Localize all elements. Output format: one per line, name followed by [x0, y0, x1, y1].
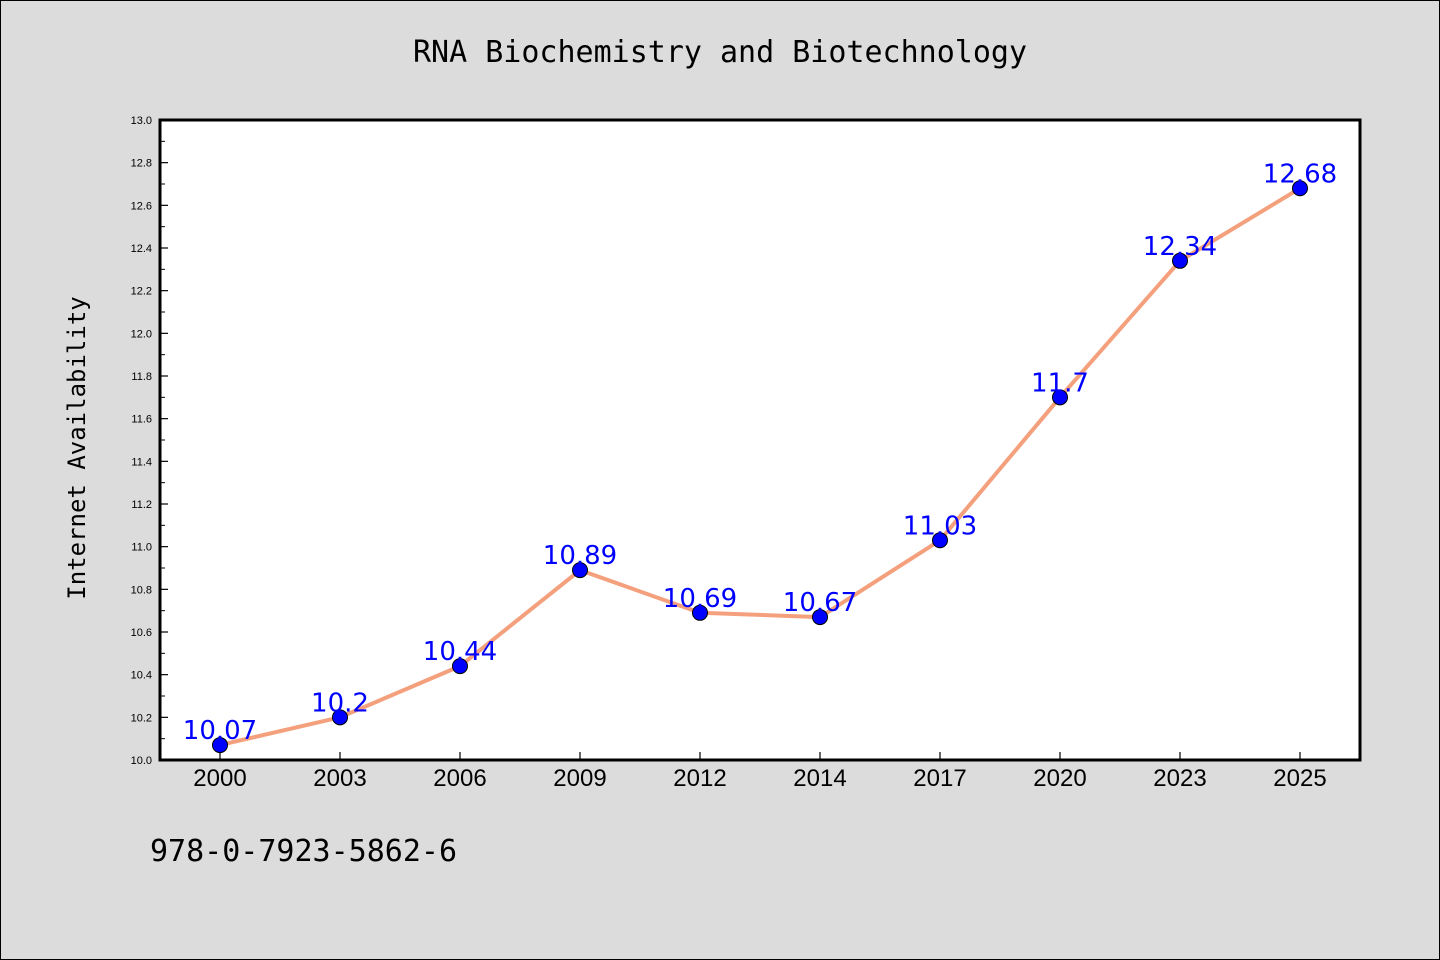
data-point [212, 737, 228, 754]
y-tick-label: 10.8 [131, 584, 152, 596]
x-tick-label: 2025 [1273, 765, 1326, 792]
x-tick-label: 2014 [793, 765, 846, 792]
x-axis: 2000 2003 2006 2009 2012 2014 2017 2020 2023 2025 [193, 752, 1327, 792]
data-label: 11.03 [903, 511, 977, 541]
data-point [692, 604, 708, 621]
y-tick-label: 12.4 [131, 243, 152, 255]
x-tick-label: 2009 [553, 765, 606, 792]
x-tick-label: 2023 [1153, 765, 1206, 792]
y-tick-label: 12.2 [131, 286, 152, 298]
data-point [452, 658, 468, 675]
series-layer: 10.07 10.2 10.44 10.89 10.69 10.67 11.03 11.7 12… [183, 159, 1337, 754]
y-tick-label: 10.6 [131, 627, 152, 639]
data-point [1292, 180, 1308, 197]
x-tick-label: 2006 [433, 765, 486, 792]
x-tick-label: 2017 [913, 765, 966, 792]
y-tick-label: 13.0 [131, 115, 152, 127]
y-tick-label: 11.8 [131, 371, 152, 383]
x-tick-label: 2000 [193, 765, 246, 792]
data-label: 12.34 [1143, 232, 1217, 262]
y-tick-label: 11.4 [131, 456, 152, 468]
data-label: 10.07 [183, 716, 257, 746]
x-tick-label: 2020 [1033, 765, 1086, 792]
y-tick-label: 10.0 [131, 755, 152, 767]
y-axis: 10.0 10.2 10.4 10.6 10.8 11.0 11.2 11.4 11.6 11.8… [131, 115, 168, 767]
data-point [1052, 389, 1068, 406]
data-label: 10.44 [423, 637, 497, 667]
data-label: 12.68 [1263, 159, 1337, 189]
x-tick-label: 2003 [313, 765, 366, 792]
y-tick-label: 12.0 [131, 328, 152, 340]
chart-title: RNA Biochemistry and Biotechnology [413, 35, 1027, 70]
data-point [932, 532, 948, 549]
y-tick-label: 12.6 [131, 200, 152, 212]
y-tick-label: 10.4 [131, 670, 152, 682]
data-label: 11.7 [1031, 368, 1089, 398]
plot-area [160, 120, 1360, 760]
data-label: 10.67 [783, 588, 857, 618]
plot-border [158, 118, 1362, 762]
y-tick-label: 11.0 [131, 542, 152, 554]
data-point [332, 709, 348, 726]
y-tick-label: 11.2 [131, 499, 152, 511]
x-tick-label: 2012 [673, 765, 726, 792]
series-line [218, 186, 1302, 748]
y-axis-label: Internet Availability [63, 296, 91, 599]
y-tick-label: 10.2 [131, 712, 152, 724]
data-point [572, 562, 588, 579]
data-point [1172, 252, 1188, 269]
y-tick-label: 12.8 [131, 158, 152, 170]
data-point [812, 609, 828, 626]
y-tick-label: 11.6 [131, 414, 152, 426]
data-label: 10.89 [543, 541, 617, 571]
data-label: 10.2 [311, 688, 369, 718]
isbn-text: 978-0-7923-5862-6 [150, 834, 458, 869]
data-label: 10.69 [663, 584, 737, 614]
